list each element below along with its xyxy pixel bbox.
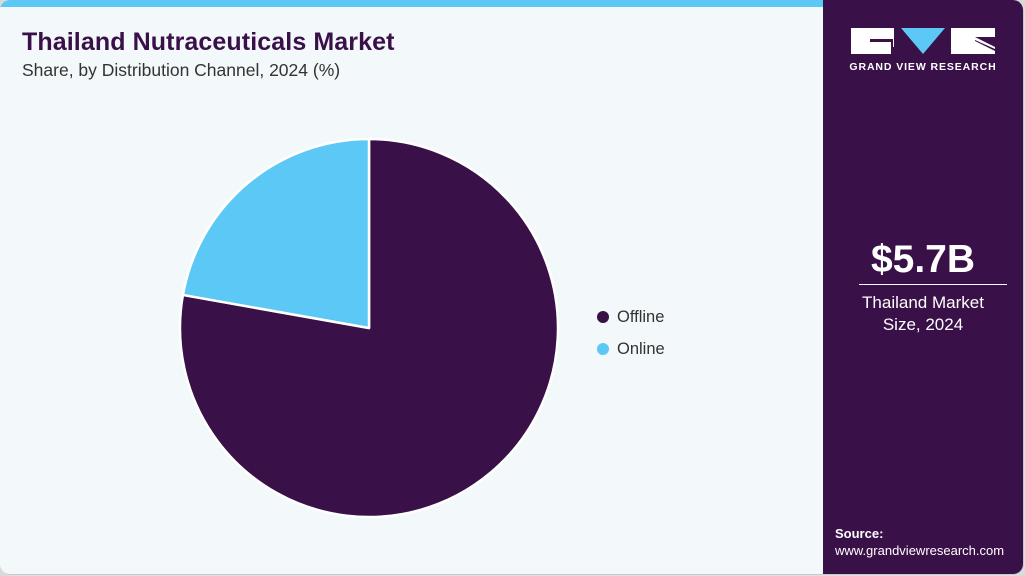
legend: Offline Online — [597, 301, 665, 365]
legend-dot-icon — [597, 311, 609, 323]
legend-item-offline: Offline — [597, 301, 665, 333]
chart-subtitle: Share, by Distribution Channel, 2024 (%) — [22, 60, 341, 80]
info-panel: GRAND VIEW RESEARCH $5.7B Thailand Marke… — [823, 0, 1023, 574]
pie-chart — [178, 137, 560, 519]
logo-text: GRAND VIEW RESEARCH — [849, 61, 997, 73]
legend-label: Offline — [617, 307, 665, 326]
accent-bar — [0, 0, 823, 7]
chart-title: Thailand Nutraceuticals Market — [22, 28, 395, 56]
legend-label: Online — [617, 339, 665, 358]
pie-slice-online — [181, 137, 371, 330]
market-size-label: Thailand Market Size, 2024 — [823, 292, 1023, 336]
market-label-line1: Thailand Market — [862, 293, 984, 312]
grand-view-research-logo-icon — [851, 28, 995, 54]
legend-item-online: Online — [597, 333, 665, 365]
source-link[interactable]: www.grandviewresearch.com — [835, 543, 1005, 558]
legend-dot-icon — [597, 343, 609, 355]
divider — [859, 284, 1007, 285]
source-label: Source: — [835, 526, 884, 541]
market-label-line2: Size, 2024 — [882, 315, 964, 334]
market-size-value: $5.7B — [870, 238, 976, 281]
